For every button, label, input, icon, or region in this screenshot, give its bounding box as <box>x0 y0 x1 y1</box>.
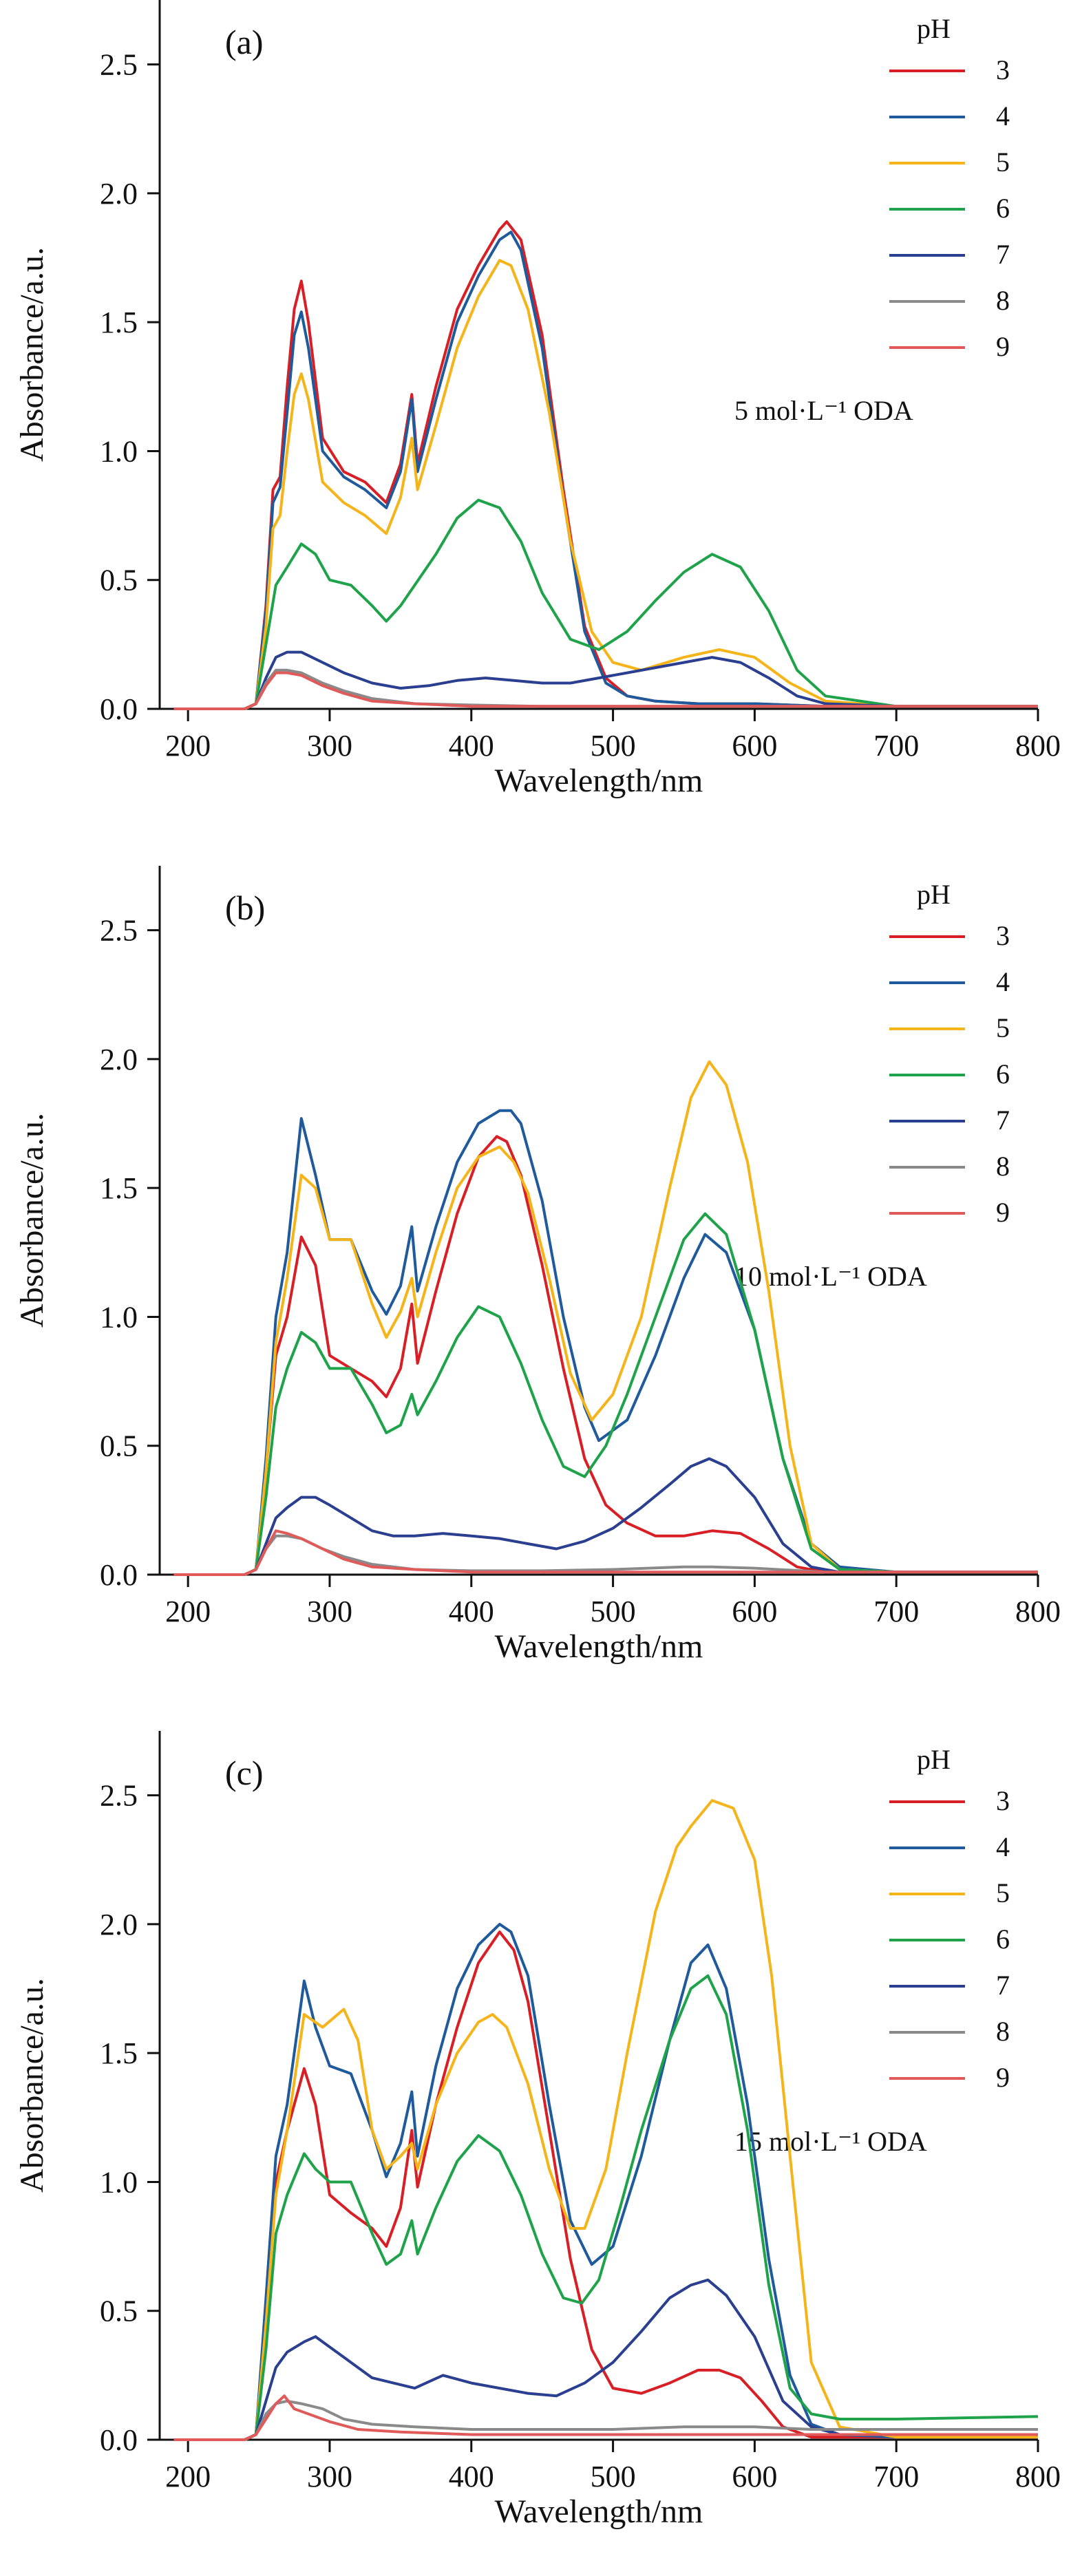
y-tick-label: 2.5 <box>100 48 138 82</box>
x-axis-title: Wavelength/nm <box>495 2493 703 2530</box>
legend-title: pH <box>917 879 951 910</box>
legend-label-ph-6: 6 <box>996 193 1010 224</box>
chart-panel: 0.0 0.5 1.0 1.5 2.0 2.5 200 300 400 500 600 700 800 W… <box>14 1731 1061 2530</box>
series-line-ph-3 <box>173 1135 1038 1576</box>
legend-label-ph-8: 8 <box>996 1151 1010 1182</box>
y-tick-label: 2.0 <box>100 1043 138 1076</box>
concentration-annotation: 15 mol·L⁻¹ ODA <box>734 2126 927 2157</box>
series-line-ph-9 <box>173 2394 1038 2441</box>
series-line-ph-3 <box>173 220 1038 710</box>
series-line-ph-3 <box>173 1930 1038 2441</box>
chart-panel: 0.0 0.5 1.0 1.5 2.0 2.5 200 300 400 500 600 700 800 W… <box>14 0 1061 799</box>
x-tick-label: 500 <box>591 729 636 763</box>
x-axis-title: Wavelength/nm <box>495 763 703 799</box>
x-tick-label: 700 <box>873 2460 919 2493</box>
series-line-ph-7 <box>173 650 1038 710</box>
panel-label: (c) <box>225 1754 264 1792</box>
y-tick-label: 2.5 <box>100 1779 138 1813</box>
x-tick-label: 300 <box>307 1595 352 1628</box>
chart-panel: 0.0 0.5 1.0 1.5 2.0 2.5 200 300 400 500 600 700 800 W… <box>14 866 1061 1665</box>
x-tick-label: 200 <box>165 1595 211 1628</box>
x-tick-label: 300 <box>307 2460 352 2493</box>
legend-label-ph-7: 7 <box>996 1970 1010 2001</box>
x-axis-title: Wavelength/nm <box>495 1628 703 1665</box>
y-tick-label: 2.5 <box>100 914 138 948</box>
x-tick-label: 500 <box>591 1595 636 1628</box>
series-line-ph-6 <box>173 498 1038 710</box>
legend-label-ph-5: 5 <box>996 1012 1010 1043</box>
y-tick-label: 1.5 <box>100 306 138 339</box>
legend-label-ph-4: 4 <box>996 966 1010 997</box>
x-tick-label: 600 <box>732 2460 777 2493</box>
legend-label-ph-9: 9 <box>996 1197 1010 1228</box>
x-tick-label: 700 <box>873 729 919 763</box>
legend-label-ph-7: 7 <box>996 1105 1010 1136</box>
series-line-ph-5 <box>173 259 1038 710</box>
y-tick-label: 2.0 <box>100 177 138 211</box>
series-line-ph-8 <box>173 2399 1038 2441</box>
y-tick-label: 0.0 <box>100 692 138 726</box>
y-axis-title: Absorbance/a.u. <box>14 1978 50 2193</box>
series-line-ph-5 <box>173 1060 1038 1576</box>
concentration-annotation: 5 mol·L⁻¹ ODA <box>734 395 913 426</box>
x-tick-label: 500 <box>591 2460 636 2493</box>
x-tick-label: 800 <box>1015 1595 1061 1628</box>
panel-label: (b) <box>225 888 265 927</box>
y-tick-label: 0.0 <box>100 1558 138 1592</box>
x-tick-label: 200 <box>165 2460 211 2493</box>
legend-label-ph-9: 9 <box>996 331 1010 362</box>
series-line-ph-8 <box>173 1534 1038 1576</box>
legend-label-ph-4: 4 <box>996 100 1010 131</box>
legend-label-ph-8: 8 <box>996 285 1010 316</box>
legend-title: pH <box>917 13 951 44</box>
series-line-ph-6 <box>173 1974 1039 2441</box>
y-tick-label: 1.0 <box>100 1300 138 1334</box>
x-tick-label: 800 <box>1015 729 1061 763</box>
series-line-ph-5 <box>173 1799 1038 2441</box>
y-tick-label: 0.5 <box>100 1429 138 1463</box>
series-line-ph-4 <box>173 1109 1038 1576</box>
series-line-ph-9 <box>173 1529 1038 1576</box>
legend-label-ph-7: 7 <box>996 239 1010 270</box>
legend-label-ph-8: 8 <box>996 2016 1010 2047</box>
x-tick-label: 800 <box>1015 2460 1061 2493</box>
legend-label-ph-4: 4 <box>996 1831 1010 1862</box>
x-tick-label: 300 <box>307 729 352 763</box>
legend-label-ph-3: 3 <box>996 1785 1010 1816</box>
series-line-ph-4 <box>173 231 1038 710</box>
legend-label-ph-6: 6 <box>996 1924 1010 1955</box>
y-axis-title: Absorbance/a.u. <box>14 1113 50 1328</box>
y-tick-label: 1.0 <box>100 2165 138 2199</box>
legend-label-ph-6: 6 <box>996 1058 1010 1089</box>
y-tick-label: 1.5 <box>100 2036 138 2070</box>
legend-label-ph-3: 3 <box>996 920 1010 951</box>
series-line-ph-4 <box>173 1922 1038 2441</box>
y-tick-label: 0.5 <box>100 564 138 597</box>
x-tick-label: 200 <box>165 729 211 763</box>
legend-label-ph-5: 5 <box>996 1877 1010 1908</box>
x-tick-label: 400 <box>449 2460 494 2493</box>
series-line-ph-9 <box>173 671 1038 710</box>
y-tick-label: 1.0 <box>100 434 138 468</box>
y-tick-label: 1.5 <box>100 1171 138 1205</box>
legend-title: pH <box>917 1744 951 1775</box>
panel-label: (a) <box>225 23 264 61</box>
x-tick-label: 400 <box>449 729 494 763</box>
x-tick-label: 700 <box>873 1595 919 1628</box>
x-tick-label: 600 <box>732 729 777 763</box>
legend-label-ph-3: 3 <box>996 54 1010 85</box>
x-tick-label: 600 <box>732 1595 777 1628</box>
series-line-ph-7 <box>173 1457 1038 1576</box>
y-axis-title: Absorbance/a.u. <box>14 247 50 462</box>
x-tick-label: 400 <box>449 1595 494 1628</box>
legend-label-ph-5: 5 <box>996 147 1010 178</box>
y-tick-label: 2.0 <box>100 1908 138 1941</box>
series-line-ph-7 <box>173 2278 1038 2441</box>
y-tick-label: 0.0 <box>100 2423 138 2457</box>
y-tick-label: 0.5 <box>100 2295 138 2328</box>
series-line-ph-6 <box>173 1212 1038 1576</box>
legend-label-ph-9: 9 <box>996 2062 1010 2093</box>
